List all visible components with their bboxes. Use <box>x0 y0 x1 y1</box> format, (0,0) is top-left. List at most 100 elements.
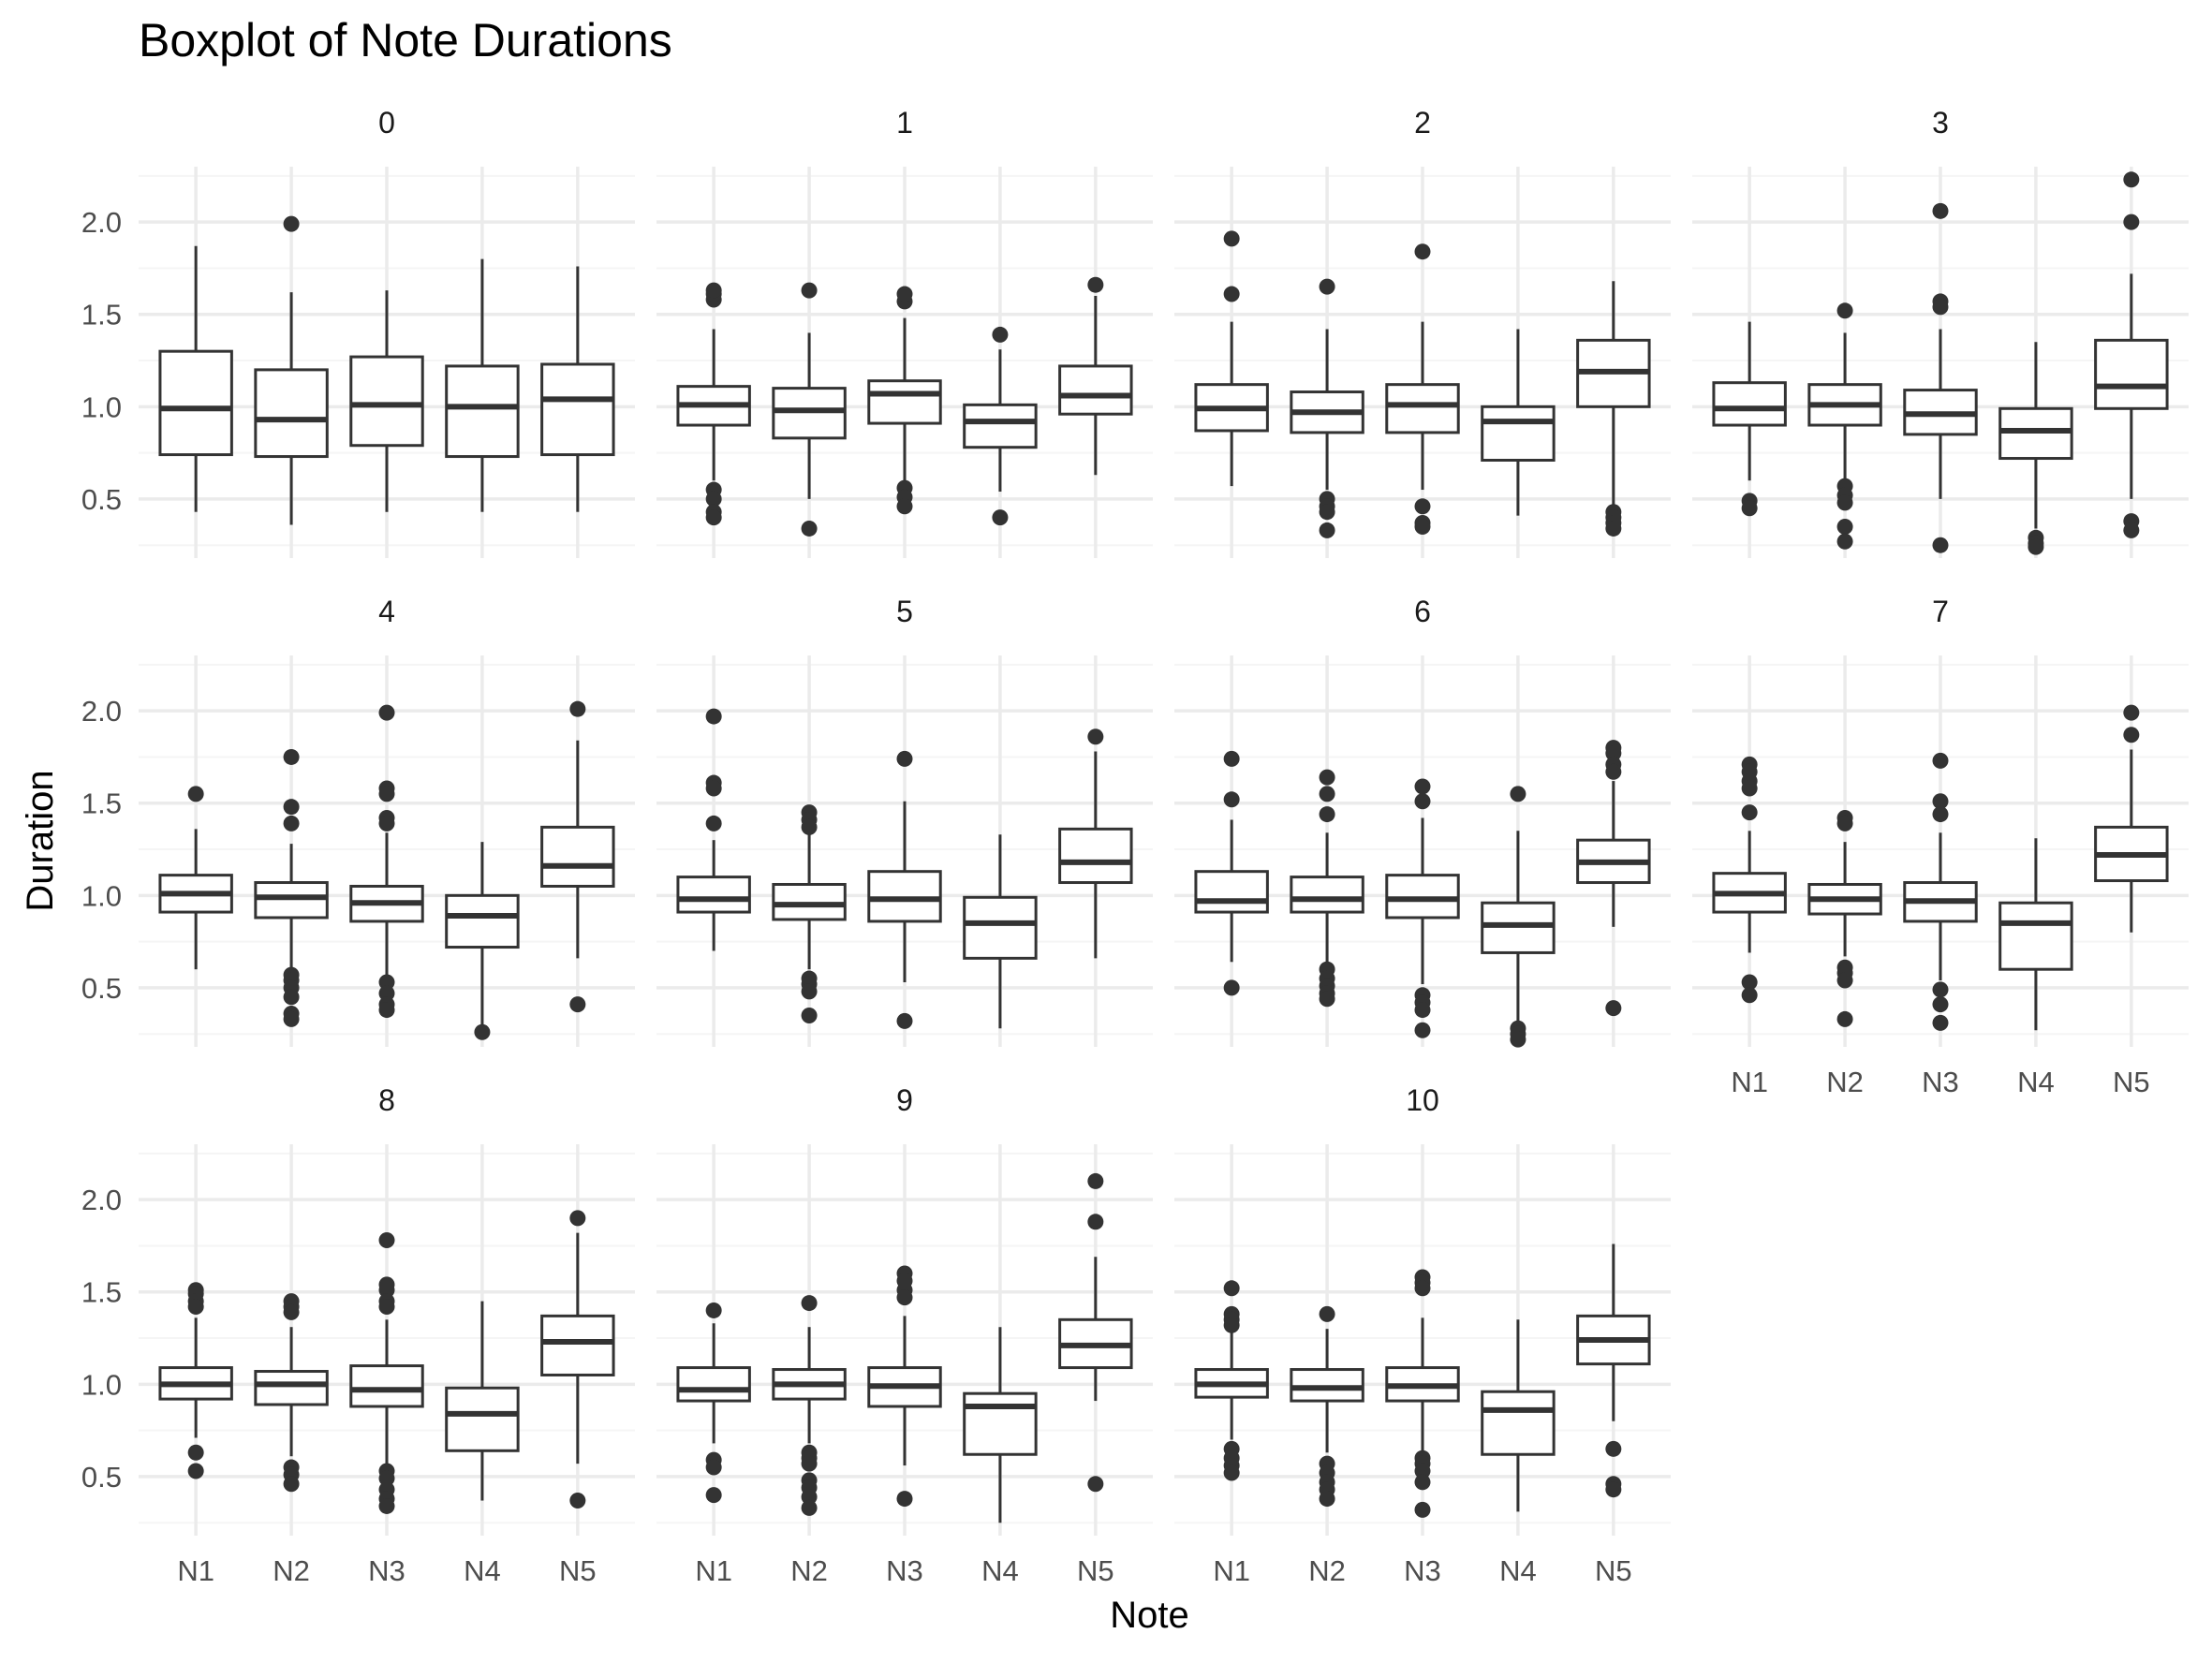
outlier-point <box>1319 1491 1335 1508</box>
outlier-point <box>705 491 722 508</box>
outlier-point <box>1223 286 1240 302</box>
outlier-point <box>1741 500 1758 517</box>
y-tick-label: 1.5 <box>81 787 122 820</box>
outlier-point <box>474 1023 491 1040</box>
outlier-point <box>187 1444 204 1461</box>
x-tick-label: N3 <box>1922 1066 1959 1098</box>
x-axis-title: Note <box>1110 1595 1189 1636</box>
outlier-point <box>1414 793 1431 810</box>
outlier-point <box>896 498 913 515</box>
outlier-point <box>1605 745 1622 761</box>
outlier-point <box>1414 498 1431 515</box>
x-tick-label: N2 <box>273 1554 310 1587</box>
outlier-point <box>801 1295 818 1312</box>
outlier-point <box>705 1487 722 1504</box>
x-tick-label: N5 <box>559 1554 597 1587</box>
outlier-point <box>801 520 818 537</box>
outlier-point <box>1223 1464 1240 1481</box>
outlier-point <box>1932 996 1949 1013</box>
outlier-point <box>2123 727 2140 743</box>
box-iqr <box>1058 364 1133 416</box>
box-iqr <box>1290 876 1364 914</box>
outlier-point <box>569 1210 586 1227</box>
outlier-point <box>2123 171 2140 188</box>
box-iqr <box>676 876 751 914</box>
box-iqr <box>1481 405 1556 462</box>
outlier-point <box>1932 202 1949 219</box>
outlier-point <box>1414 518 1431 535</box>
outlier-point <box>1223 1280 1240 1297</box>
outlier-point <box>705 780 722 797</box>
outlier-point <box>1319 522 1335 538</box>
facet-label: 10 <box>1406 1083 1439 1117</box>
outlier-point <box>1836 533 1853 550</box>
outlier-point <box>1510 1031 1526 1048</box>
outlier-point <box>896 1012 913 1029</box>
box-iqr <box>1058 827 1133 885</box>
y-tick-label: 0.5 <box>81 972 122 1005</box>
x-tick-label: N4 <box>464 1554 501 1587</box>
y-tick-label: 0.5 <box>81 483 122 516</box>
outlier-point <box>1932 806 1949 823</box>
outlier-point <box>1087 276 1104 293</box>
y-tick-label: 2.0 <box>81 206 122 239</box>
outlier-point <box>1319 278 1335 295</box>
outlier-point <box>1605 1000 1622 1017</box>
outlier-point <box>1087 1214 1104 1230</box>
box-iqr <box>349 1364 424 1408</box>
outlier-point <box>283 815 300 832</box>
outlier-point <box>1319 504 1335 521</box>
outlier-point <box>378 1299 395 1316</box>
outlier-point <box>1932 981 1949 998</box>
outlier-point <box>378 786 395 802</box>
y-tick-label: 2.0 <box>81 1184 122 1216</box>
outlier-point <box>1414 1463 1431 1479</box>
outlier-point <box>801 1007 818 1023</box>
outlier-point <box>1605 520 1622 537</box>
box-iqr <box>1998 901 2073 971</box>
outlier-point <box>1087 1172 1104 1189</box>
box-iqr <box>445 364 520 459</box>
outlier-point <box>283 989 300 1006</box>
y-axis-title: Duration <box>20 770 61 911</box>
x-tick-label: N5 <box>1595 1554 1632 1587</box>
outlier-point <box>1932 299 1949 316</box>
chart-title: Boxplot of Note Durations <box>139 14 672 66</box>
box-iqr <box>445 1386 520 1452</box>
outlier-point <box>705 1302 722 1318</box>
x-tick-label: N4 <box>981 1554 1019 1587</box>
outlier-point <box>378 1470 395 1487</box>
box-iqr <box>540 825 615 888</box>
outlier-point <box>1741 974 1758 991</box>
outlier-point <box>1319 991 1335 1008</box>
facet-label: 7 <box>1932 595 1949 628</box>
outlier-point <box>801 1499 818 1516</box>
outlier-point <box>1319 769 1335 786</box>
outlier-point <box>1836 302 1853 319</box>
outlier-point <box>283 1010 300 1027</box>
outlier-point <box>705 708 722 725</box>
outlier-point <box>1836 815 1853 832</box>
outlier-point <box>992 509 1009 526</box>
outlier-point <box>378 815 395 832</box>
y-tick-label: 0.5 <box>81 1461 122 1494</box>
outlier-point <box>378 974 395 991</box>
outlier-point <box>1932 793 1949 810</box>
outlier-point <box>1605 1481 1622 1498</box>
outlier-point <box>992 326 1009 343</box>
outlier-point <box>1223 230 1240 247</box>
outlier-point <box>283 748 300 765</box>
box-iqr <box>676 1366 751 1403</box>
facet-label: 4 <box>378 595 395 628</box>
outlier-point <box>1319 1305 1335 1322</box>
box-iqr <box>2094 338 2169 410</box>
box-iqr <box>963 1391 1038 1456</box>
outlier-point <box>801 282 818 299</box>
outlier-point <box>1510 786 1526 802</box>
facet-label: 0 <box>378 106 395 140</box>
x-tick-label: N1 <box>1213 1554 1250 1587</box>
outlier-point <box>1414 243 1431 260</box>
outlier-point <box>896 750 913 767</box>
outlier-point <box>283 1303 300 1320</box>
